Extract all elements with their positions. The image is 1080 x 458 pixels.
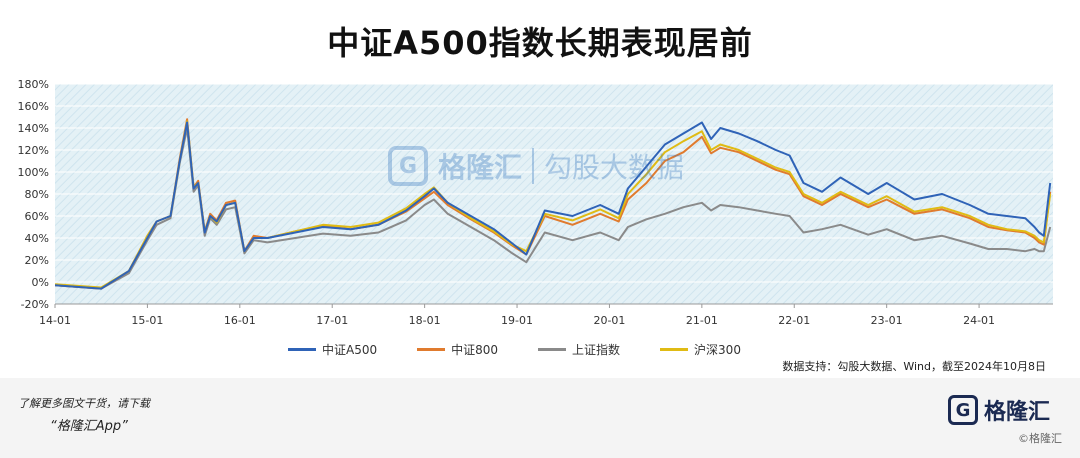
x-tick-label: 14-01 [39,314,71,327]
x-tick-label: 15-01 [131,314,163,327]
legend-item-csi800: 中证800 [417,341,498,358]
y-tick-label: 20% [25,254,49,267]
y-tick-label: 180% [18,78,49,91]
y-tick-label: 120% [18,144,49,157]
y-tick-label: 100% [18,166,49,179]
x-tick-label: 20-01 [593,314,625,327]
chart-title: 中证A500指数长期表现居前 [327,24,753,62]
footer-bar [0,378,1080,458]
legend-item-a500: 中证A500 [288,341,377,358]
watermark-divider [532,148,535,184]
x-axis: 14-01 15-01 16-01 17-01 18-01 19-01 20-01 21-01… [39,303,1053,327]
line-chart: -20% 0% 20% 40% 60% 80% 100% 120% 140% 160% 180% 1… [18,78,1053,327]
legend-swatch-a500 [288,348,316,351]
x-tick-label: 23-01 [871,314,903,327]
y-tick-label: 140% [18,122,49,135]
footer-app-name: “格隆汇App” [50,419,128,434]
x-tick-label: 17-01 [316,314,348,327]
data-source-note: 数据支持：勾股大数据、Wind，截至2024年10月8日 [782,360,1046,373]
x-tick-label: 21-01 [686,314,718,327]
legend-swatch-sse [538,348,567,351]
x-tick-label: 24-01 [963,314,995,327]
legend-label-a500: 中证A500 [322,343,378,357]
brand-logo-icon: G [947,395,978,425]
watermark-logo-icon: G [388,146,428,186]
legend-label-sse: 上证指数 [572,343,621,357]
y-tick-label: 60% [25,210,49,223]
y-tick-label: 0% [32,276,49,289]
y-tick-label: 80% [25,188,49,201]
footer-download-text: 了解更多图文干货，请下载 [18,397,150,410]
series-group [55,118,1052,290]
legend-item-hs300: 沪深300 [660,341,741,358]
legend-item-sse: 上证指数 [538,341,620,358]
legend-label-hs300: 沪深300 [694,343,741,357]
watermark: G 格隆汇 勾股大数据 [388,146,684,186]
legend-label-csi800: 中证800 [451,343,499,357]
x-tick-label: 18-01 [409,314,441,327]
y-tick-label: 160% [18,100,49,113]
x-tick-label: 16-01 [224,314,256,327]
x-tick-label: 19-01 [501,314,533,327]
x-tick-label: 22-01 [778,314,810,327]
footer-logo: G 格隆汇 [947,394,1050,426]
brand-logo-text: 格隆汇 [983,400,1050,425]
watermark-brand-2: 勾股大数据 [544,151,685,184]
y-tick-label: -20% [21,298,49,311]
watermark-brand: 格隆汇 [438,151,523,184]
y-axis: -20% 0% 20% 40% 60% 80% 100% 120% 140% 160% 180% [18,78,1053,311]
legend-swatch-hs300 [660,348,689,351]
legend: 中证A500 中证800 上证指数 沪深300 [288,341,741,358]
y-tick-label: 40% [25,232,49,245]
brand-copyright: ©格隆汇 [1018,432,1062,445]
series-line-0 [55,121,1052,290]
legend-swatch-csi800 [417,348,446,351]
